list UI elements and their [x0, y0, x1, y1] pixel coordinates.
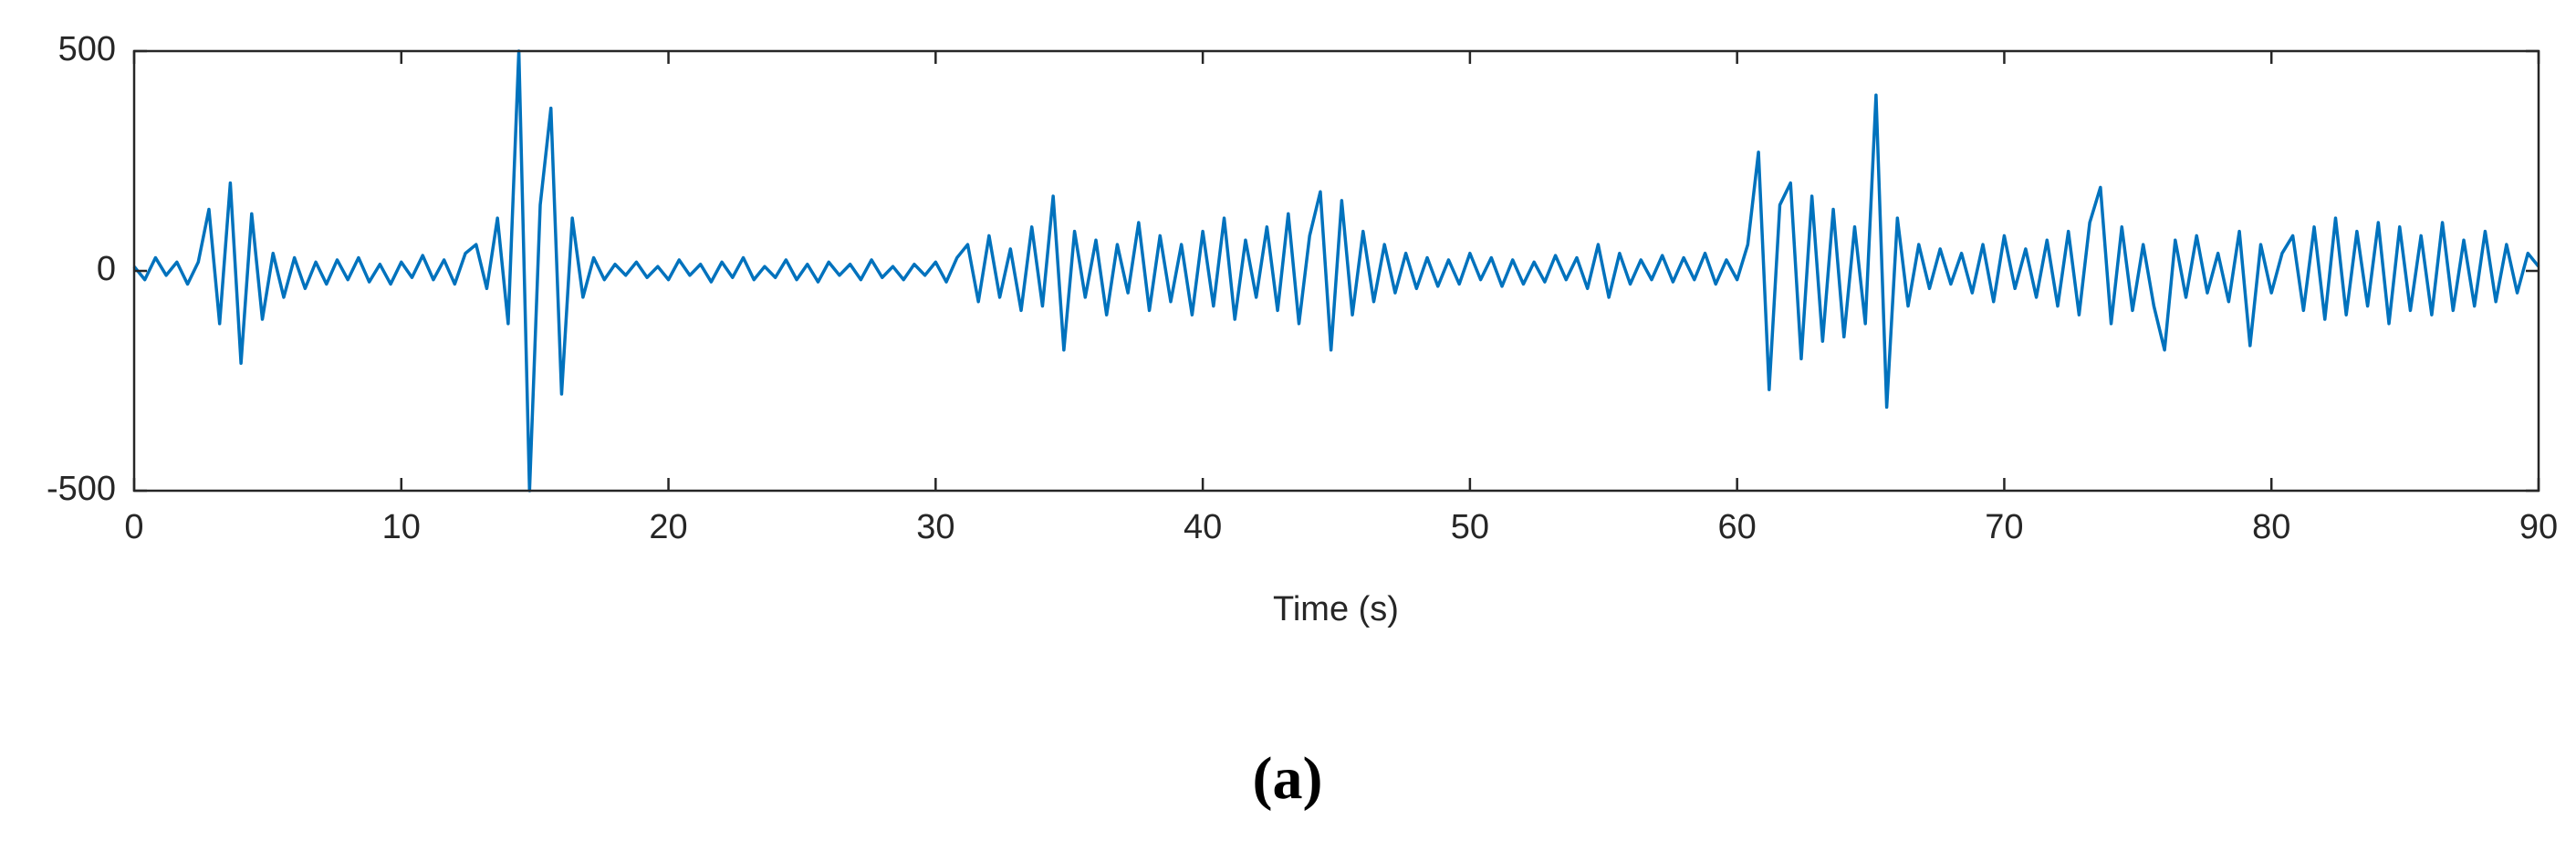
x-axis-label: Time (s)	[1273, 590, 1399, 628]
y-tick-label: 0	[97, 250, 116, 288]
signal-line	[132, 49, 2540, 493]
x-tick-label: 90	[2519, 508, 2558, 546]
x-tick-label: 70	[1985, 508, 2023, 546]
x-tick-label: 40	[1184, 508, 1222, 546]
x-tick-label: 30	[916, 508, 954, 546]
x-tick-label: 60	[1718, 508, 1757, 546]
x-tick-label: 10	[382, 508, 421, 546]
x-tick-label: 80	[2252, 508, 2290, 546]
x-tick-label: 20	[649, 508, 687, 546]
caption: (a)	[1253, 745, 1323, 812]
x-tick-label: 0	[124, 508, 143, 546]
y-tick-label: -500	[47, 470, 116, 508]
x-tick-label: 50	[1451, 508, 1489, 546]
y-tick-label: 500	[58, 30, 116, 68]
